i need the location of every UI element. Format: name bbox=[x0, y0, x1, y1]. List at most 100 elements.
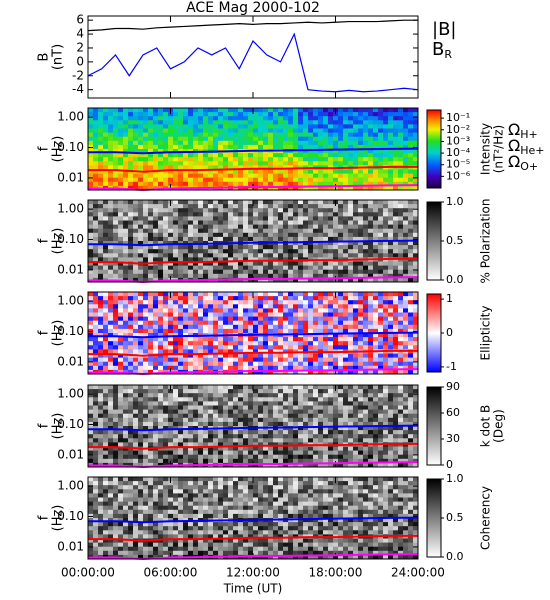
spectrogram-cell bbox=[413, 128, 419, 133]
spectrogram-cell bbox=[98, 173, 104, 179]
spectrogram-cell bbox=[313, 232, 319, 238]
spectrogram-cell bbox=[218, 153, 224, 158]
spectrogram-cell bbox=[208, 120, 214, 125]
spectrogram-cell bbox=[278, 405, 284, 410]
spectrogram-cell bbox=[408, 389, 414, 394]
spectrogram-cell bbox=[338, 173, 344, 179]
spectrogram-cell bbox=[233, 120, 239, 125]
spectrogram-cell bbox=[363, 241, 369, 246]
spectrogram-cell bbox=[408, 261, 414, 266]
spectrogram-cell bbox=[153, 269, 159, 275]
spectrogram-cell bbox=[343, 312, 349, 317]
spectrogram-cell bbox=[348, 385, 354, 390]
spectrogram-cell bbox=[198, 320, 204, 326]
spectrogram-cell bbox=[258, 124, 264, 129]
spectrogram-cell bbox=[323, 397, 329, 402]
spectrogram-cell bbox=[183, 173, 189, 179]
spectrogram-cell bbox=[188, 365, 194, 371]
spectrogram-cell bbox=[188, 181, 194, 187]
spectrogram-cell bbox=[143, 200, 149, 205]
spectrogram-cell bbox=[363, 385, 369, 390]
spectrogram-cell bbox=[398, 393, 404, 398]
spectrogram-cell bbox=[248, 232, 254, 238]
spectrogram-cell bbox=[108, 349, 114, 354]
spectrogram-cell bbox=[248, 337, 254, 342]
spectrogram-cell bbox=[408, 220, 414, 225]
spectrogram-cell bbox=[158, 393, 164, 398]
spectrogram-cell bbox=[413, 304, 419, 309]
legend-label: |B| bbox=[432, 19, 456, 40]
spectrogram-cell bbox=[383, 417, 389, 423]
spectrogram-cell bbox=[178, 216, 184, 221]
spectrogram-cell bbox=[398, 296, 404, 301]
spectrogram-cell bbox=[133, 124, 139, 129]
spectrogram-cell bbox=[98, 361, 104, 367]
spectrogram-cell bbox=[318, 216, 324, 221]
spectrogram-cell bbox=[378, 369, 384, 375]
spectrogram-cell bbox=[363, 353, 369, 358]
spectrogram-cell bbox=[158, 112, 164, 117]
spectrogram-cell bbox=[398, 208, 404, 213]
spectrogram-cell bbox=[123, 144, 129, 150]
spectrogram-cell bbox=[328, 144, 334, 150]
spectrogram-cell bbox=[388, 136, 394, 142]
spectrogram-cell bbox=[398, 220, 404, 225]
spectrogram-cell bbox=[398, 261, 404, 266]
spectrogram-cell bbox=[328, 426, 334, 431]
spectrogram-cell bbox=[363, 409, 369, 415]
spectrogram-cell bbox=[373, 413, 379, 419]
spectrogram-cell bbox=[243, 434, 249, 439]
spectrogram-cell bbox=[318, 212, 324, 217]
spectrogram-cell bbox=[298, 236, 304, 242]
spectrogram-cell bbox=[293, 116, 299, 121]
spectrogram-cell bbox=[108, 337, 114, 342]
spectrogram-cell bbox=[293, 204, 299, 209]
spectrogram-cell bbox=[278, 249, 284, 254]
spectrogram-cell bbox=[338, 140, 344, 146]
spectrogram-cell bbox=[138, 212, 144, 217]
spectrogram-cell bbox=[113, 393, 119, 398]
spectrogram-cell bbox=[178, 124, 184, 129]
spectrogram-cell bbox=[158, 136, 164, 142]
spectrogram-cell bbox=[103, 157, 109, 162]
spectrogram-cell bbox=[358, 245, 364, 250]
spectrogram-cell bbox=[238, 173, 244, 179]
spectrogram-cell bbox=[133, 136, 139, 142]
spectrogram-cell bbox=[228, 300, 234, 305]
spectrogram-cell bbox=[143, 208, 149, 213]
spectrogram-cell bbox=[93, 296, 99, 301]
spectrogram-cell bbox=[103, 116, 109, 121]
spectrogram-cell bbox=[218, 257, 224, 262]
spectrogram-cell bbox=[343, 434, 349, 439]
spectrogram-cell bbox=[198, 341, 204, 346]
spectrogram-cell bbox=[188, 397, 194, 402]
spectrogram-cell bbox=[253, 405, 259, 410]
spectrogram-cell bbox=[403, 341, 409, 346]
spectrogram-cell bbox=[168, 236, 174, 242]
spectrogram-cell bbox=[273, 173, 279, 179]
spectrogram-cell bbox=[398, 181, 404, 187]
spectrogram-cell bbox=[268, 245, 274, 250]
spectrogram-cell bbox=[233, 393, 239, 398]
spectrogram-cell bbox=[368, 177, 374, 183]
spectrogram-cell bbox=[148, 112, 154, 117]
spectrogram-cell bbox=[113, 249, 119, 254]
spectrogram-cell bbox=[263, 304, 269, 309]
spectrogram-cell bbox=[108, 124, 114, 129]
spectrogram-cell bbox=[348, 324, 354, 330]
spectrogram-cell bbox=[368, 232, 374, 238]
plot-frame bbox=[87, 291, 419, 375]
spectrogram-cell bbox=[208, 116, 214, 121]
spectrogram-cell bbox=[288, 365, 294, 371]
spectrogram-cell bbox=[148, 265, 154, 271]
spectrogram-cell bbox=[298, 417, 304, 423]
spectrogram-cell bbox=[108, 173, 114, 179]
spectrogram-cell bbox=[318, 405, 324, 410]
spectrogram-cell bbox=[168, 120, 174, 125]
spectrogram-cell bbox=[198, 228, 204, 234]
spectrogram-cell bbox=[158, 124, 164, 129]
spectrogram-cell bbox=[168, 345, 174, 350]
spectrogram-cell bbox=[328, 337, 334, 342]
spectrogram-cell bbox=[118, 296, 124, 301]
spectrogram-cell bbox=[278, 345, 284, 350]
